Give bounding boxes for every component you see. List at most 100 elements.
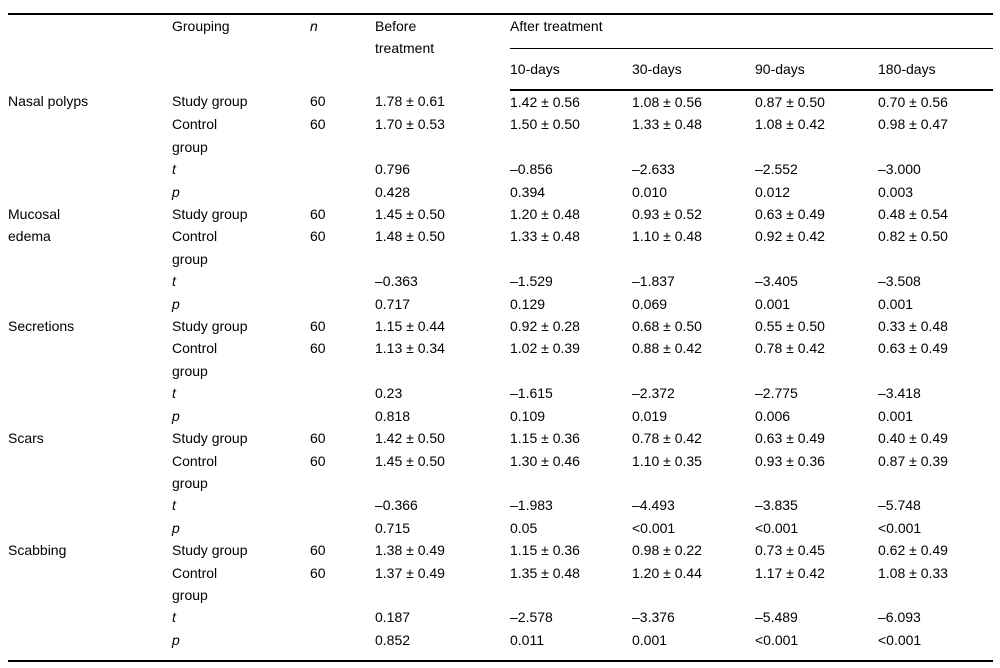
- grouping-cell-text: Study group: [172, 206, 248, 223]
- col-header-30-days: 30-days: [632, 48, 755, 91]
- table-row: Control group 60 1.70 ± 0.53 1.50 ± 0.50 1.3…: [8, 113, 993, 158]
- after-cell-30-days-text: –3.376: [632, 609, 675, 626]
- after-cell-30-days: 1.08 ± 0.56: [632, 90, 755, 113]
- before-treatment-cell-text: 1.45 ± 0.50: [375, 206, 445, 223]
- row-label: Nasal polyps: [8, 90, 172, 203]
- after-cell-30-days: 0.069: [632, 293, 755, 315]
- after-cell-30-days-text: –2.633: [632, 161, 675, 178]
- col-header-after-treatment: After treatment: [510, 14, 994, 49]
- after-cell-90-days: 0.012: [755, 181, 878, 203]
- after-cell-180-days: –6.093: [878, 606, 993, 628]
- after-cell-90-days: 0.92 ± 0.42: [755, 225, 878, 270]
- grouping-cell: Control group: [172, 562, 310, 607]
- after-cell-90-days: –2.552: [755, 158, 878, 180]
- after-cell-30-days: –2.372: [632, 382, 755, 404]
- after-cell-90-days-text: 0.006: [755, 407, 791, 424]
- before-treatment-cell: 1.70 ± 0.53: [375, 113, 510, 158]
- after-cell-180-days-text: 0.33 ± 0.48: [878, 318, 948, 335]
- before-treatment-cell-text: 0.23: [375, 385, 403, 402]
- n-cell: [310, 293, 375, 315]
- before-treatment-cell-text: 1.37 ± 0.49: [375, 564, 445, 581]
- after-cell-10-days-text: 0.109: [510, 407, 546, 424]
- after-cell-30-days: –4.493: [632, 494, 755, 516]
- after-cell-90-days-text: –5.489: [755, 609, 798, 626]
- after-cell-30-days: 0.001: [632, 629, 755, 661]
- n-cell: [310, 382, 375, 404]
- col-header-180-days-label: 180-days: [878, 61, 936, 77]
- grouping-cell: Study group: [172, 539, 310, 561]
- before-treatment-cell-text: 1.42 ± 0.50: [375, 430, 445, 447]
- after-cell-90-days-text: 0.78 ± 0.42: [755, 340, 825, 357]
- grouping-cell: Control group: [172, 113, 310, 158]
- grouping-cell-text: Control group: [172, 116, 218, 155]
- before-treatment-cell: 0.23: [375, 382, 510, 404]
- table-row: Scabbing Study group 60 1.38 ± 0.49 1.15 ± 0…: [8, 539, 993, 561]
- table-row: Control group 60 1.13 ± 0.34 1.02 ± 0.39 0.8…: [8, 337, 993, 382]
- after-cell-180-days: <0.001: [878, 629, 993, 661]
- after-cell-180-days-text: –6.093: [878, 609, 921, 626]
- table-row: p 0.818 0.109 0.019 0.006 0.001: [8, 405, 993, 427]
- before-treatment-cell: –0.366: [375, 494, 510, 516]
- n-cell: 60: [310, 315, 375, 337]
- after-cell-30-days-text: 1.20 ± 0.44: [632, 564, 702, 581]
- row-label: Mucosal edema: [8, 203, 172, 315]
- after-cell-90-days: –3.405: [755, 270, 878, 292]
- n-cell: [310, 181, 375, 203]
- n-cell: 60: [310, 337, 375, 382]
- after-cell-30-days-text: 0.010: [632, 183, 668, 200]
- after-cell-180-days-text: –3.418: [878, 385, 921, 402]
- after-cell-90-days-text: 0.001: [755, 295, 791, 312]
- col-header-before-label: Before treatment: [375, 18, 435, 57]
- before-treatment-cell-text: –0.363: [375, 273, 418, 290]
- after-cell-30-days-text: 0.019: [632, 407, 668, 424]
- before-treatment-cell-text: 1.78 ± 0.61: [375, 93, 445, 109]
- before-treatment-cell-text: 0.852: [375, 631, 411, 648]
- col-header-before-treatment: Before treatment: [375, 14, 510, 90]
- after-cell-10-days-text: 0.394: [510, 183, 546, 200]
- table-row: Secretions Study group 60 1.15 ± 0.44 0.92 ±…: [8, 315, 993, 337]
- before-treatment-cell: 1.37 ± 0.49: [375, 562, 510, 607]
- after-cell-180-days: 0.001: [878, 405, 993, 427]
- after-cell-30-days: –2.633: [632, 158, 755, 180]
- grouping-cell: Study group: [172, 203, 310, 225]
- after-cell-10-days-text: 1.20 ± 0.48: [510, 206, 580, 223]
- table-row: t 0.23 –1.615 –2.372 –2.775 –3.418: [8, 382, 993, 404]
- table-row: t 0.796 –0.856 –2.633 –2.552 –3.000: [8, 158, 993, 180]
- after-cell-30-days: <0.001: [632, 517, 755, 539]
- table-row: Nasal polyps Study group 60 1.78 ± 0.61 1.42…: [8, 90, 993, 113]
- before-treatment-cell: 0.818: [375, 405, 510, 427]
- after-cell-10-days-text: 1.33 ± 0.48: [510, 228, 580, 245]
- after-cell-10-days-text: –0.856: [510, 161, 553, 178]
- after-cell-180-days: 0.48 ± 0.54: [878, 203, 993, 225]
- n-cell: 60: [310, 427, 375, 449]
- n-cell: 60: [310, 225, 375, 270]
- header-row-top: Grouping n Before treatment After treatm…: [8, 14, 994, 56]
- table-row: p 0.717 0.129 0.069 0.001 0.001: [8, 293, 993, 315]
- after-cell-30-days-text: 1.10 ± 0.48: [632, 228, 702, 245]
- after-cell-90-days: 0.78 ± 0.42: [755, 337, 878, 382]
- n-cell: [310, 158, 375, 180]
- after-cell-30-days: 0.93 ± 0.52: [632, 203, 755, 225]
- table-row: Control group 60 1.48 ± 0.50 1.33 ± 0.48 1.1…: [8, 225, 993, 270]
- n-cell: 60: [310, 203, 375, 225]
- n-cell-text: 60: [310, 340, 326, 357]
- n-cell-text: 60: [310, 430, 326, 447]
- row-label-text: Scars: [8, 430, 44, 447]
- after-cell-10-days-text: –2.578: [510, 609, 553, 626]
- after-cell-10-days-text: 1.15 ± 0.36: [510, 542, 580, 559]
- col-header-10-days: 10-days: [510, 48, 632, 91]
- after-cell-30-days-text: 1.08 ± 0.56: [632, 94, 702, 110]
- after-cell-30-days-text: 0.68 ± 0.50: [632, 318, 702, 335]
- grouping-cell-text: Control group: [172, 564, 218, 603]
- after-cell-30-days: 1.10 ± 0.35: [632, 450, 755, 495]
- after-cell-90-days-text: 1.17 ± 0.42: [755, 564, 825, 581]
- after-cell-30-days-text: 0.93 ± 0.52: [632, 206, 702, 223]
- after-cell-10-days-text: 1.35 ± 0.48: [510, 564, 580, 581]
- after-cell-30-days-text: 0.88 ± 0.42: [632, 340, 702, 357]
- after-cell-30-days: –3.376: [632, 606, 755, 628]
- after-cell-180-days: 0.003: [878, 181, 993, 203]
- grouping-cell: p: [172, 293, 310, 315]
- grouping-cell-text: p: [172, 407, 180, 424]
- after-cell-10-days: 1.30 ± 0.46: [510, 450, 632, 495]
- grouping-cell-text: p: [172, 519, 180, 536]
